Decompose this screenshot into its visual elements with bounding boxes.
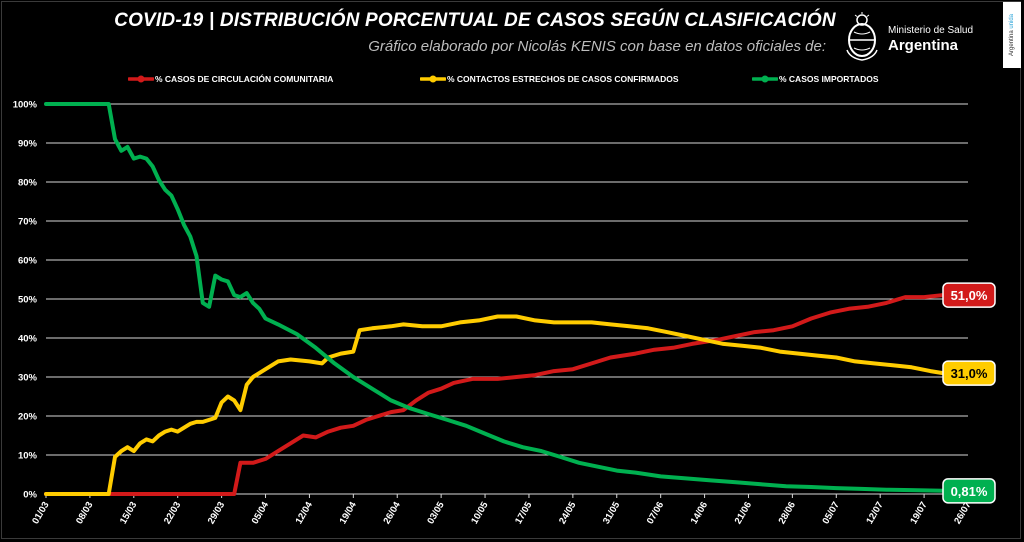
end-value-box [942, 478, 996, 504]
x-tick-label: 28/06 [777, 500, 798, 526]
x-tick-label: 31/05 [601, 499, 623, 526]
x-tick-label: 24/05 [557, 499, 579, 526]
x-tick-label: 19/04 [338, 499, 360, 526]
x-tick-label: 26/04 [381, 499, 403, 526]
x-tick-label: 29/03 [206, 500, 227, 526]
chart-subtitle: Gráfico elaborado por Nicolás KENIS con … [368, 38, 826, 55]
ministry-name: Ministerio de Salud [888, 25, 974, 36]
chart-title: COVID-19 | DISTRIBUCIÓN PORCENTUAL DE CA… [114, 10, 836, 31]
end-value-label-1: 51,0% [942, 282, 996, 308]
end-value-box [942, 360, 996, 386]
legend-swatch [752, 75, 778, 83]
x-tick-label: 15/03 [118, 500, 139, 526]
y-tick-label: 30% [18, 373, 38, 384]
legend-swatch [128, 75, 154, 83]
y-tick-label: 10% [18, 451, 38, 462]
x-tick-label: 12/04 [294, 499, 316, 526]
y-tick-label: 0% [23, 490, 37, 501]
series-line-3 [44, 102, 945, 493]
end-value-label-3: 0,81% [942, 478, 996, 504]
end-value-text: 0,81% [951, 484, 988, 499]
x-tick-label: 19/07 [908, 500, 929, 526]
x-tick-label: 07/06 [645, 500, 666, 526]
end-value-label-2: 31,0% [942, 360, 996, 386]
end-value-text: 51,0% [951, 288, 988, 303]
y-tick-label: 100% [13, 100, 38, 111]
y-tick-label: 60% [18, 256, 38, 267]
chart-legend: % CASOS DE CIRCULACIÓN COMUNITARIA % CONT… [0, 72, 1024, 88]
legend-label: % CASOS DE CIRCULACIÓN COMUNITARIA [155, 74, 334, 84]
x-tick-label: 17/05 [513, 499, 535, 526]
legend-label: % CONTACTOS ESTRECHOS DE CASOS CONFIRMAD… [447, 74, 679, 84]
y-tick-label: 50% [18, 295, 38, 306]
argentina-coat-of-arms-icon [846, 12, 878, 61]
legend-swatch [420, 75, 446, 83]
legend-label: % CASOS IMPORTADOS [779, 74, 879, 84]
series-line-2 [44, 314, 945, 496]
x-tick-label: 12/07 [864, 500, 885, 526]
x-tick-label: 10/05 [469, 499, 491, 526]
argentina-unida-badge: Argentina unida [1003, 2, 1021, 68]
x-tick-label: 21/06 [733, 500, 754, 526]
x-tick-label: 05/07 [820, 500, 841, 526]
x-tick-label: 05/04 [250, 499, 272, 526]
x-tick-label: 14/06 [689, 500, 710, 526]
x-tick-label: 26/07 [952, 500, 973, 526]
end-value-text: 31,0% [951, 366, 988, 381]
ministry-logo: Ministerio de Salud Argentina [842, 10, 992, 64]
y-tick-label: 20% [18, 412, 38, 423]
y-tick-label: 80% [18, 178, 38, 189]
y-tick-label: 70% [18, 217, 38, 228]
y-tick-label: 90% [18, 139, 38, 150]
series-line-1 [44, 293, 945, 496]
x-tick-label: 22/03 [162, 500, 183, 526]
end-value-box [942, 282, 996, 308]
x-tick-label: 01/03 [30, 500, 51, 526]
x-tick-label: 08/03 [74, 500, 95, 526]
x-tick-label: 03/05 [425, 499, 447, 526]
y-tick-label: 40% [18, 334, 38, 345]
country-name: Argentina [888, 37, 959, 54]
